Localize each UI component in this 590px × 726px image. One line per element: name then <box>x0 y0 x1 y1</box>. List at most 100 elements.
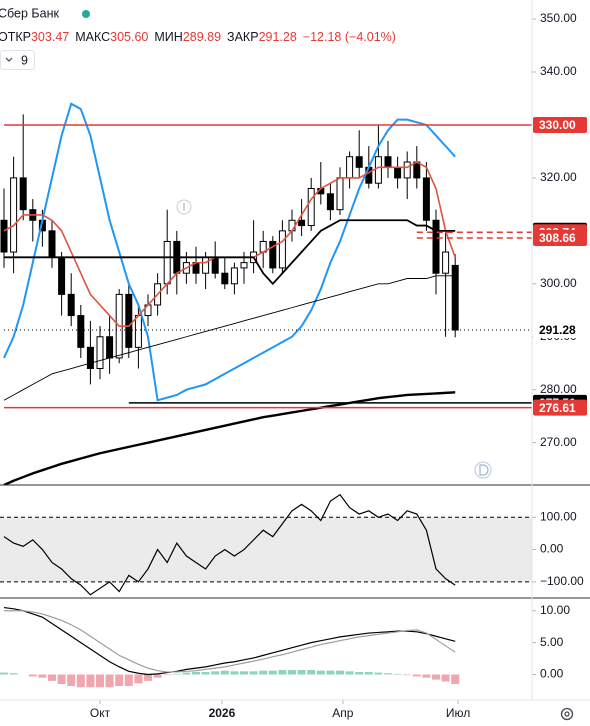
histogram-bar <box>96 674 104 688</box>
histogram-bar <box>432 674 440 680</box>
settings-button[interactable] <box>560 707 574 721</box>
candle-body <box>403 161 411 179</box>
y-tick-label: 10.00 <box>540 603 570 617</box>
histogram-bar <box>86 674 95 688</box>
candle-body <box>134 315 142 348</box>
cci-band <box>0 517 532 582</box>
indicator-line <box>3 102 456 402</box>
histogram-bar <box>192 671 200 675</box>
legend-header: Сбер Банк ОТКР303.47 МАКС305.60 МИН289.89 З… <box>0 6 396 70</box>
dividend-icon[interactable] <box>474 461 492 479</box>
histogram-bar <box>134 674 143 684</box>
indicator-line <box>3 391 456 485</box>
histogram-bar <box>374 672 383 675</box>
histogram-bar <box>326 670 335 675</box>
histogram-bar <box>38 674 47 678</box>
candle-body <box>355 156 363 168</box>
candle-body <box>336 177 344 211</box>
ohlc-value: 303.47 <box>31 30 69 44</box>
y-tick-label: −100.00 <box>540 574 584 588</box>
candle-body <box>442 251 450 274</box>
histogram-bar <box>67 674 76 686</box>
candle-body <box>307 187 315 227</box>
histogram-bar <box>240 671 248 675</box>
candle-body <box>240 262 248 269</box>
histogram-bar <box>278 670 287 675</box>
candle-body <box>298 219 306 227</box>
price-label-bg <box>533 116 587 133</box>
candle-body <box>384 156 392 168</box>
background-layer <box>0 517 532 582</box>
histogram-bar <box>105 674 114 688</box>
histogram-bar <box>48 674 56 681</box>
histogram-bar <box>422 674 431 678</box>
ohlc-label: МАКС <box>75 30 110 44</box>
histogram-bar <box>412 674 421 677</box>
candle-body <box>163 240 171 285</box>
histogram-bar <box>316 670 325 675</box>
y-tick-label: 320.00 <box>540 170 577 184</box>
status-dot <box>82 10 90 18</box>
y-tick-label: 5.00 <box>540 635 564 649</box>
settings-icon <box>564 711 570 717</box>
macd-panel <box>0 606 460 688</box>
candle-body <box>86 346 94 370</box>
price-label: 330.00 <box>539 118 576 132</box>
histogram-bar <box>451 674 460 685</box>
histogram-bar <box>144 674 152 681</box>
candle-body <box>288 219 296 232</box>
histogram-bar <box>163 674 172 676</box>
candle-body <box>326 193 334 211</box>
candle-body <box>106 336 114 359</box>
candle-body <box>451 264 459 331</box>
price-label-bg <box>533 399 587 416</box>
chevron-icon <box>5 57 13 62</box>
y-tick-label: 350.00 <box>540 11 577 25</box>
candle-body <box>67 293 75 317</box>
candle-body <box>394 166 402 179</box>
ohlc-value: 289.89 <box>183 30 221 44</box>
change-value: −12.18 (−4.01%) <box>303 30 396 44</box>
symbol-name: Сбер Банк <box>0 6 59 20</box>
histogram-bar <box>115 674 124 686</box>
candle-body <box>19 177 27 211</box>
x-tick-label: Окт <box>90 706 111 720</box>
ohlc-value: 291.28 <box>259 30 297 44</box>
ohlc-value: 305.60 <box>110 30 148 44</box>
ohlc-label: ЗАКР <box>227 30 259 44</box>
indicator-line <box>3 275 456 401</box>
candle-body <box>211 256 219 274</box>
y-tick-label: 100.00 <box>540 509 577 523</box>
histogram-bar <box>28 674 37 677</box>
cci-panel <box>0 493 532 596</box>
price-label: 308.66 <box>539 231 576 245</box>
histogram-bar <box>153 674 162 678</box>
candle-body <box>125 293 133 348</box>
x-tick-label: Июл <box>446 706 470 720</box>
histogram-bar <box>364 671 373 675</box>
histogram-bar <box>211 671 220 675</box>
ohlc-label: МИН <box>154 30 182 44</box>
histogram-bar <box>172 673 181 675</box>
price-label: 291.28 <box>539 323 576 337</box>
histogram-bar <box>297 670 306 675</box>
candle-body <box>346 156 354 179</box>
histogram-bar <box>182 672 191 675</box>
histogram-bar <box>259 670 268 675</box>
x-tick-label: Апр <box>332 706 354 720</box>
candle-body <box>77 315 85 348</box>
candle-body <box>422 177 430 221</box>
histogram-bar <box>201 671 210 675</box>
candle-body <box>230 267 238 285</box>
candle-body <box>202 256 210 274</box>
price-label: 276.61 <box>539 401 576 415</box>
candle-body <box>48 230 56 258</box>
y-tick-label: 300.00 <box>540 276 577 290</box>
x-tick-label: 2026 <box>209 706 236 720</box>
price-label-bg <box>533 321 587 338</box>
indicator-toggle[interactable] <box>0 50 35 70</box>
y-tick-label: 340.00 <box>540 64 577 78</box>
histogram-bar <box>355 671 364 675</box>
y-tick-label: 270.00 <box>540 435 577 449</box>
